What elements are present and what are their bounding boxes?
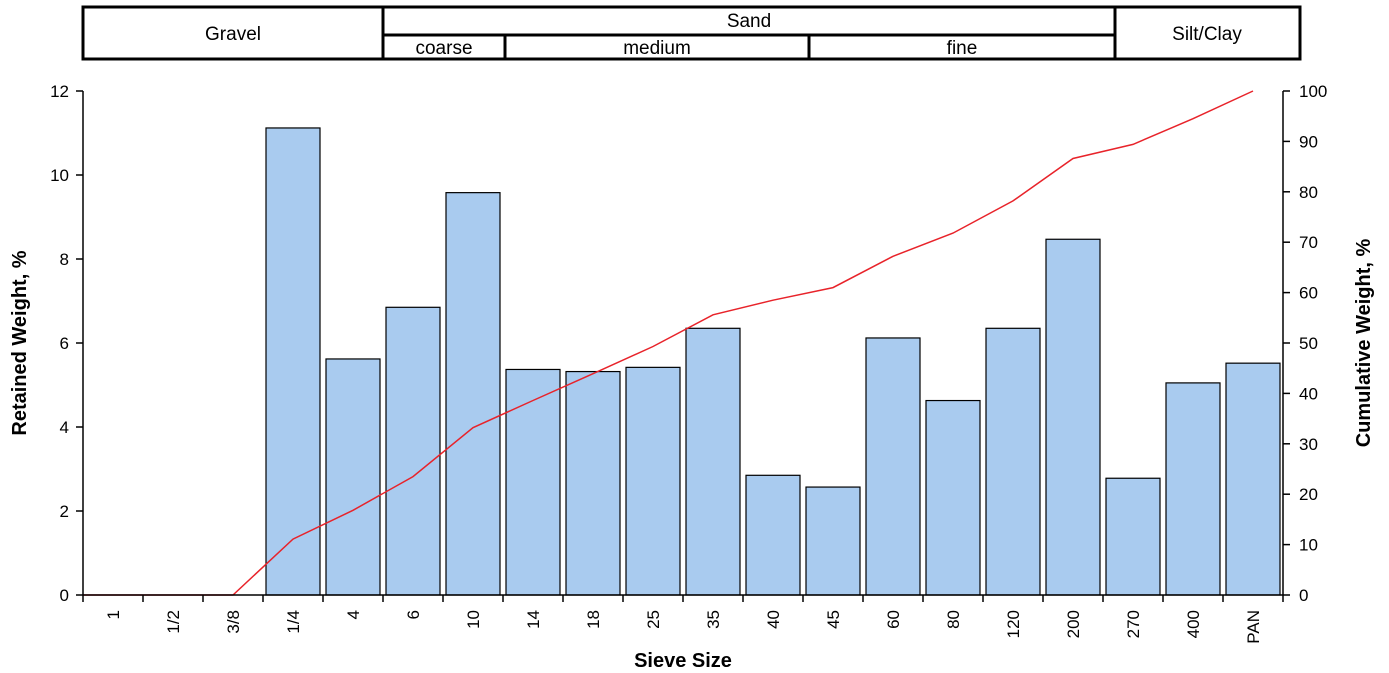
bar-120 xyxy=(985,327,1041,596)
bar-400 xyxy=(1165,382,1221,596)
bar-PAN xyxy=(1225,362,1281,596)
bar-series xyxy=(265,127,1281,596)
y2-axis-title: Cumulative Weight, % xyxy=(1353,239,1375,448)
x-tick-label-200: 200 xyxy=(1064,610,1083,638)
bar-14 xyxy=(505,368,561,596)
x-axis-title: Sieve Size xyxy=(634,650,732,672)
right-tick-label: 60 xyxy=(1299,284,1318,303)
axes xyxy=(82,91,1284,596)
x-tick-label-3/8: 3/8 xyxy=(224,610,243,634)
bar-45 xyxy=(805,486,861,596)
right-tick-label: 100 xyxy=(1299,82,1327,101)
bar-4 xyxy=(325,358,381,596)
left-tick-label: 2 xyxy=(60,502,69,521)
left-tick-label: 6 xyxy=(60,334,69,353)
header-coarse-label: coarse xyxy=(415,38,472,59)
x-ticks: 1 1/2 3/8 1/4 4 6 10 14 18 25 35 40 45 60 80 120 200 270 4… xyxy=(82,595,1284,644)
bar-6 xyxy=(385,306,441,596)
bar-200 xyxy=(1045,238,1101,596)
header-frame xyxy=(81,5,1302,61)
x-tick-label-400: 400 xyxy=(1184,610,1203,638)
bar-80 xyxy=(925,399,981,596)
x-tick-label-10: 10 xyxy=(464,610,483,629)
right-y-ticks: 0 10 20 30 40 50 60 70 80 90 100 xyxy=(1283,82,1327,605)
header-silt-clay-label: Silt/Clay xyxy=(1172,24,1242,45)
bar-270 xyxy=(1105,477,1161,596)
right-tick-label: 80 xyxy=(1299,183,1318,202)
x-tick-label-14: 14 xyxy=(524,610,543,629)
x-tick-label-4: 4 xyxy=(344,610,363,619)
x-tick-label-80: 80 xyxy=(944,610,963,629)
left-tick-label: 8 xyxy=(60,250,69,269)
header-gravel-label: Gravel xyxy=(205,24,261,45)
x-tick-label-35: 35 xyxy=(704,610,723,629)
right-tick-label: 90 xyxy=(1299,132,1318,151)
bar-35 xyxy=(685,327,741,596)
right-tick-label: 10 xyxy=(1299,536,1318,555)
left-tick-label: 4 xyxy=(60,418,69,437)
left-tick-label: 0 xyxy=(60,586,69,605)
left-tick-label: 10 xyxy=(50,166,69,185)
header-medium-label: medium xyxy=(623,38,691,59)
header-sand-label: Sand xyxy=(727,11,771,32)
right-tick-label: 20 xyxy=(1299,485,1318,504)
x-tick-label-1: 1 xyxy=(104,610,123,619)
x-tick-label-45: 45 xyxy=(824,610,843,629)
x-tick-label-25: 25 xyxy=(644,610,663,629)
y-axis-title: Retained Weight, % xyxy=(9,250,31,435)
x-tick-label-18: 18 xyxy=(584,610,603,629)
x-tick-label-PAN: PAN xyxy=(1244,610,1263,644)
x-tick-label-6: 6 xyxy=(404,610,423,619)
bar-60 xyxy=(865,337,921,596)
x-tick-label-270: 270 xyxy=(1124,610,1143,638)
bar-25 xyxy=(625,366,681,596)
soil-class-header: Gravel Sand coarse medium fine Silt/Clay xyxy=(81,5,1302,61)
right-tick-label: 0 xyxy=(1299,586,1308,605)
line-series xyxy=(82,90,1254,596)
bar-1/4 xyxy=(265,127,321,596)
bar-18 xyxy=(565,370,621,596)
x-tick-label-120: 120 xyxy=(1004,610,1023,638)
x-tick-label-1/4: 1/4 xyxy=(284,610,303,634)
x-tick-label-60: 60 xyxy=(884,610,903,629)
x-tick-label-40: 40 xyxy=(764,610,783,629)
right-tick-label: 40 xyxy=(1299,384,1318,403)
left-y-ticks: 0 2 4 6 8 10 12 xyxy=(50,82,83,605)
header-fine-label: fine xyxy=(947,38,978,59)
bar-40 xyxy=(745,474,801,596)
left-tick-label: 12 xyxy=(50,82,69,101)
right-tick-label: 70 xyxy=(1299,233,1318,252)
x-tick-label-1/2: 1/2 xyxy=(164,610,183,634)
bar-10 xyxy=(445,192,501,596)
right-tick-label: 50 xyxy=(1299,334,1318,353)
cumulative-line xyxy=(83,90,1254,596)
right-tick-label: 30 xyxy=(1299,435,1318,454)
